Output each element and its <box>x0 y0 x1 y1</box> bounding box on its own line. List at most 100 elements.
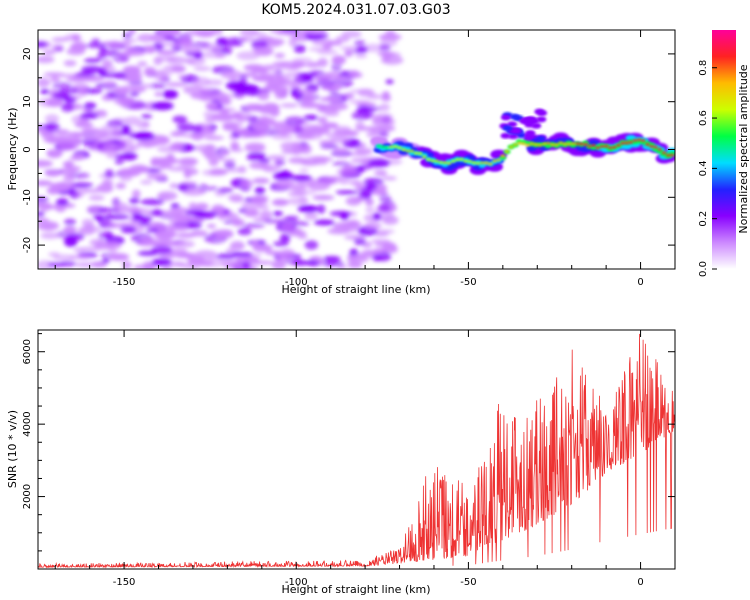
spectrogram-noise-blob <box>385 30 396 37</box>
spectrogram-noise-blob <box>185 209 205 217</box>
spectrogram-noise-blob <box>195 30 216 38</box>
spectrogram-noise-blob <box>254 125 271 131</box>
spectrogram-noise-blob <box>332 147 349 154</box>
spectrogram-noise-blob <box>101 59 113 69</box>
spectrogram-noise-blob <box>99 131 123 141</box>
spectrogram-signal-blob <box>451 159 456 163</box>
spectrogram-signal-blob <box>633 139 638 142</box>
spectrogram-signal-blob <box>459 158 464 161</box>
spectrogram-noise-blob <box>131 208 153 213</box>
spectrogram-noise-blob <box>140 179 153 185</box>
spectrogram-noise-blob <box>60 103 75 113</box>
spectrogram-noise-blob <box>81 127 102 134</box>
colorbar-tick-label: 0.2 <box>698 211 709 227</box>
spectrogram-noise-blob <box>203 150 218 158</box>
spectrogram-noise-blob <box>132 213 144 219</box>
spectrogram-noise-blob <box>316 204 326 214</box>
spectrogram-noise-blob <box>280 103 299 108</box>
spectrogram-noise-blob <box>231 112 243 120</box>
spectrogram-noise-blob <box>258 116 271 123</box>
spectrogram-noise-blob <box>53 129 71 140</box>
spectrogram-noise-blob <box>124 116 142 126</box>
spectrogram-noise-blob <box>199 88 212 94</box>
spectrogram-signal-blob <box>537 144 543 147</box>
spectrogram-noise-blob <box>354 39 366 47</box>
spectrogram-signal-blob <box>583 143 588 146</box>
spectrogram-noise-blob <box>78 227 95 236</box>
spectrogram-noise-blob <box>303 114 319 121</box>
spectrogram-signal-blob <box>401 148 406 151</box>
figure-title: KOM5.2024.031.07.03.G03 <box>261 2 450 18</box>
spectrogram-noise-blob <box>185 59 196 64</box>
spectrogram-signal-blob <box>637 138 642 141</box>
spectrogram-noise-blob <box>162 89 179 100</box>
spectrogram-noise-blob <box>252 177 270 184</box>
spectrogram-signal-blob <box>649 145 654 148</box>
spectrogram-noise-blob <box>52 91 70 100</box>
spectrogram-signal-blob <box>496 158 501 162</box>
spectrogram-noise-blob <box>131 189 141 199</box>
spectrogram-noise-blob <box>44 122 60 132</box>
spectrogram-noise-blob <box>304 212 318 220</box>
spectrogram-noise-blob <box>225 248 235 255</box>
spectrogram-noise-blob <box>189 30 201 36</box>
spectrogram-noise-blob <box>68 132 84 137</box>
spectrogram-noise-blob <box>269 84 289 92</box>
spectrogram-noise-blob <box>40 232 60 240</box>
spectrogram-noise-blob <box>277 92 287 99</box>
spectrogram-noise-blob <box>121 261 132 269</box>
spectrogram-noise-blob <box>47 152 62 159</box>
spectrogram-noise-blob <box>161 266 172 269</box>
spectrogram-noise-blob <box>239 36 256 42</box>
spectrogram-noise-blob <box>38 196 49 203</box>
x-tick-label: 0 <box>637 577 643 588</box>
spectrogram-noise-blob <box>151 208 163 217</box>
y-tick-label: 0 <box>22 146 33 152</box>
spectrogram-noise-blob <box>121 124 131 134</box>
spectrogram-signal-blob <box>624 141 629 145</box>
spectrogram-noise-blob <box>317 116 328 125</box>
spectrogram-noise-blob <box>217 187 234 193</box>
spectrogram-noise-blob <box>303 260 319 265</box>
spectrogram-noise-blob <box>113 202 128 211</box>
spectrogram-noise-blob <box>376 229 395 234</box>
spectrogram-noise-blob <box>304 240 319 250</box>
spectrogram-noise-blob <box>171 65 186 73</box>
spectrogram-signal-blob <box>405 149 410 153</box>
spectrogram-noise-blob <box>156 145 180 153</box>
spectrogram-noise-blob <box>220 150 230 156</box>
spectrogram-noise-blob <box>221 46 233 55</box>
spectrogram-noise-blob <box>182 187 206 196</box>
spectrogram-signal-blob <box>537 110 548 116</box>
spectrogram-noise-blob <box>102 143 122 149</box>
spectrogram-noise-blob <box>275 159 286 166</box>
spectrogram-noise-blob <box>331 62 342 72</box>
spectrogram-noise-blob <box>178 183 189 192</box>
spectrogram-signal-blob <box>550 143 555 146</box>
spectrogram-noise-blob <box>172 240 195 248</box>
spectrogram-noise-blob <box>140 236 155 244</box>
snr-x-ticks: -150 -100 -50 0 <box>54 330 676 588</box>
spectrogram-noise-blob <box>278 130 288 136</box>
spectrogram-noise-blob <box>265 250 284 256</box>
spectrogram-signal-blob <box>463 159 468 163</box>
spectrogram-noise-blob <box>345 196 362 206</box>
spectrogram-noise-blob <box>355 53 368 58</box>
spectrogram-noise-blob <box>122 49 146 56</box>
spectrogram-noise-blob <box>193 66 211 72</box>
spectrogram-noise-blob <box>39 204 50 213</box>
spectrogram-signal-blob <box>641 139 646 142</box>
spectrogram-noise-blob <box>365 198 374 206</box>
spectrogram-signal-blob <box>500 154 505 158</box>
spectrogram-noise-blob <box>281 148 305 155</box>
spectrogram-signal-blob <box>562 142 567 146</box>
spectrogram-noise-blob <box>190 124 204 134</box>
spectrogram-noise-blob <box>86 205 103 214</box>
spectrogram-noise-blob <box>372 254 383 262</box>
spectrogram-noise-blob <box>74 72 97 77</box>
spectrogram-noise-blob <box>353 72 363 78</box>
spectrogram-noise-blob <box>113 96 136 106</box>
spectrogram-noise-blob <box>104 169 115 178</box>
spectrogram-signal-blob <box>438 161 443 164</box>
spectrogram-noise-blob <box>154 68 173 77</box>
